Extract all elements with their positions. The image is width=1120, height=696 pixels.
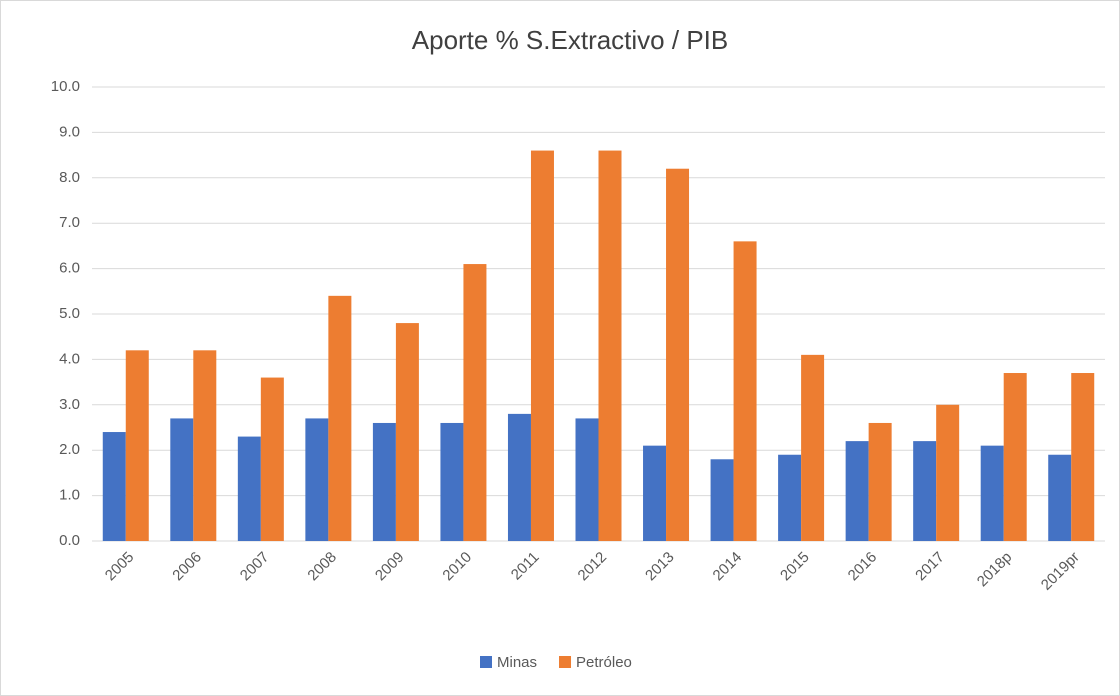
y-tick-label: 8.0: [59, 169, 80, 186]
bar: [260, 377, 284, 541]
bar: [328, 295, 352, 541]
y-tick-label: 5.0: [59, 305, 80, 322]
bar: [980, 445, 1004, 541]
bar: [936, 404, 960, 541]
bar: [170, 418, 194, 541]
bar: [801, 354, 825, 541]
y-tick-label: 9.0: [59, 123, 80, 140]
y-tick-label: 6.0: [59, 260, 80, 277]
bar: [530, 150, 554, 541]
bar: [845, 441, 869, 541]
bar: [440, 422, 464, 541]
y-tick-label: 2.0: [59, 441, 80, 458]
y-tick-label: 7.0: [59, 214, 80, 231]
bar: [125, 350, 149, 541]
bar: [372, 422, 396, 541]
bar: [710, 459, 734, 541]
bar: [643, 445, 667, 541]
y-tick-label: 0.0: [59, 532, 80, 549]
y-tick-label: 10.0: [51, 78, 80, 95]
bar: [463, 264, 487, 541]
legend-label: Petróleo: [576, 654, 632, 671]
chart-title: Aporte % S.Extractivo / PIB: [412, 25, 728, 55]
bar: [913, 441, 937, 541]
bar: [1071, 373, 1095, 541]
legend-swatch: [480, 656, 492, 668]
y-tick-label: 1.0: [59, 487, 80, 504]
bar: [237, 436, 261, 541]
bar: [305, 418, 329, 541]
bar: [598, 150, 622, 541]
bar: [666, 168, 690, 541]
bar: [507, 413, 531, 541]
bar: [102, 432, 126, 541]
y-tick-label: 4.0: [59, 350, 80, 367]
bar: [733, 241, 757, 542]
bar: [778, 454, 802, 541]
bar: [1003, 373, 1027, 541]
bar: [868, 422, 892, 541]
y-tick-label: 3.0: [59, 396, 80, 413]
bar: [193, 350, 217, 541]
bar: [395, 323, 419, 541]
bar: [1048, 454, 1072, 541]
legend-label: Minas: [497, 654, 537, 671]
legend-swatch: [559, 656, 572, 668]
bar: [575, 418, 599, 541]
